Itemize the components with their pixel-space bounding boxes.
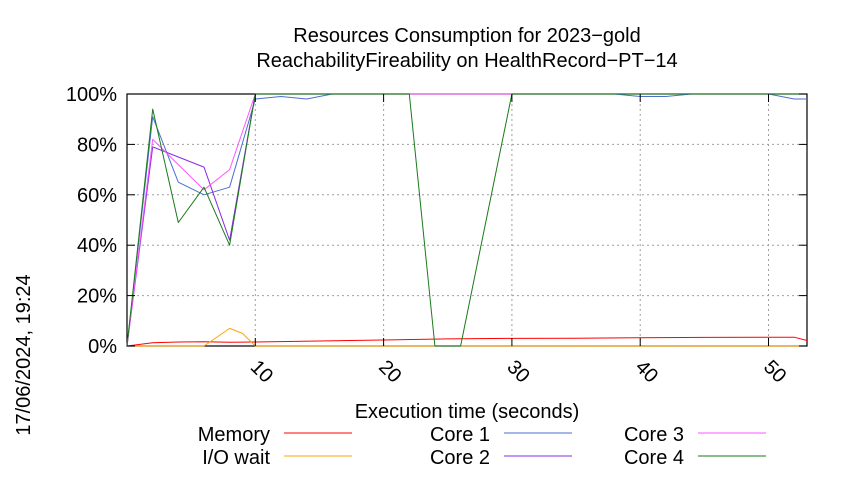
chart-title-line-1: Resources Consumption for 2023−gold <box>293 25 640 47</box>
legend-label: Core 2 <box>430 447 490 469</box>
grid <box>127 94 807 346</box>
legend-label: Memory <box>198 424 270 446</box>
axes <box>126 93 808 347</box>
y-tick-label: 100% <box>66 84 117 106</box>
x-tick-label: 30 <box>503 356 534 387</box>
x-tick-label: 40 <box>631 356 662 387</box>
y-tick-label: 60% <box>77 185 117 207</box>
legend-item-core-2: Core 2 <box>430 447 572 469</box>
y-tick-label: 20% <box>77 286 117 308</box>
legend-item-memory: Memory <box>198 424 352 446</box>
legend-label: Core 4 <box>624 447 684 469</box>
x-axis-label: Execution time (seconds) <box>355 401 580 423</box>
series-layer <box>126 93 808 347</box>
legend-label: I/O wait <box>202 447 270 469</box>
legend-label: Core 1 <box>430 424 490 446</box>
x-tick-label: 10 <box>246 356 277 387</box>
legend-item-core-1: Core 1 <box>430 424 572 446</box>
y-tick-label: 40% <box>77 235 117 257</box>
series-line-core-4 <box>126 93 807 347</box>
series-line-core-1 <box>126 93 807 347</box>
series-line-core-3 <box>126 93 807 347</box>
y-tick-label: 0% <box>88 336 117 358</box>
x-tick-label: 50 <box>759 356 790 387</box>
legend-label: Core 3 <box>624 424 684 446</box>
chart-title: Resources Consumption for 2023−gold Reac… <box>256 25 677 72</box>
legend-item-core-4: Core 4 <box>624 447 766 469</box>
series-line-memory <box>126 336 808 347</box>
legend-item-i-o-wait: I/O wait <box>202 447 352 469</box>
timestamp-label: 17/06/2024, 19:24 <box>13 274 35 435</box>
y-tick-label: 80% <box>77 134 117 156</box>
series-line-core-2 <box>126 93 807 347</box>
legend-item-core-3: Core 3 <box>624 424 766 446</box>
chart-title-line-2: ReachabilityFireability on HealthRecord−… <box>256 50 677 72</box>
x-tick-label: 20 <box>374 356 405 387</box>
plot-frame <box>126 93 808 347</box>
